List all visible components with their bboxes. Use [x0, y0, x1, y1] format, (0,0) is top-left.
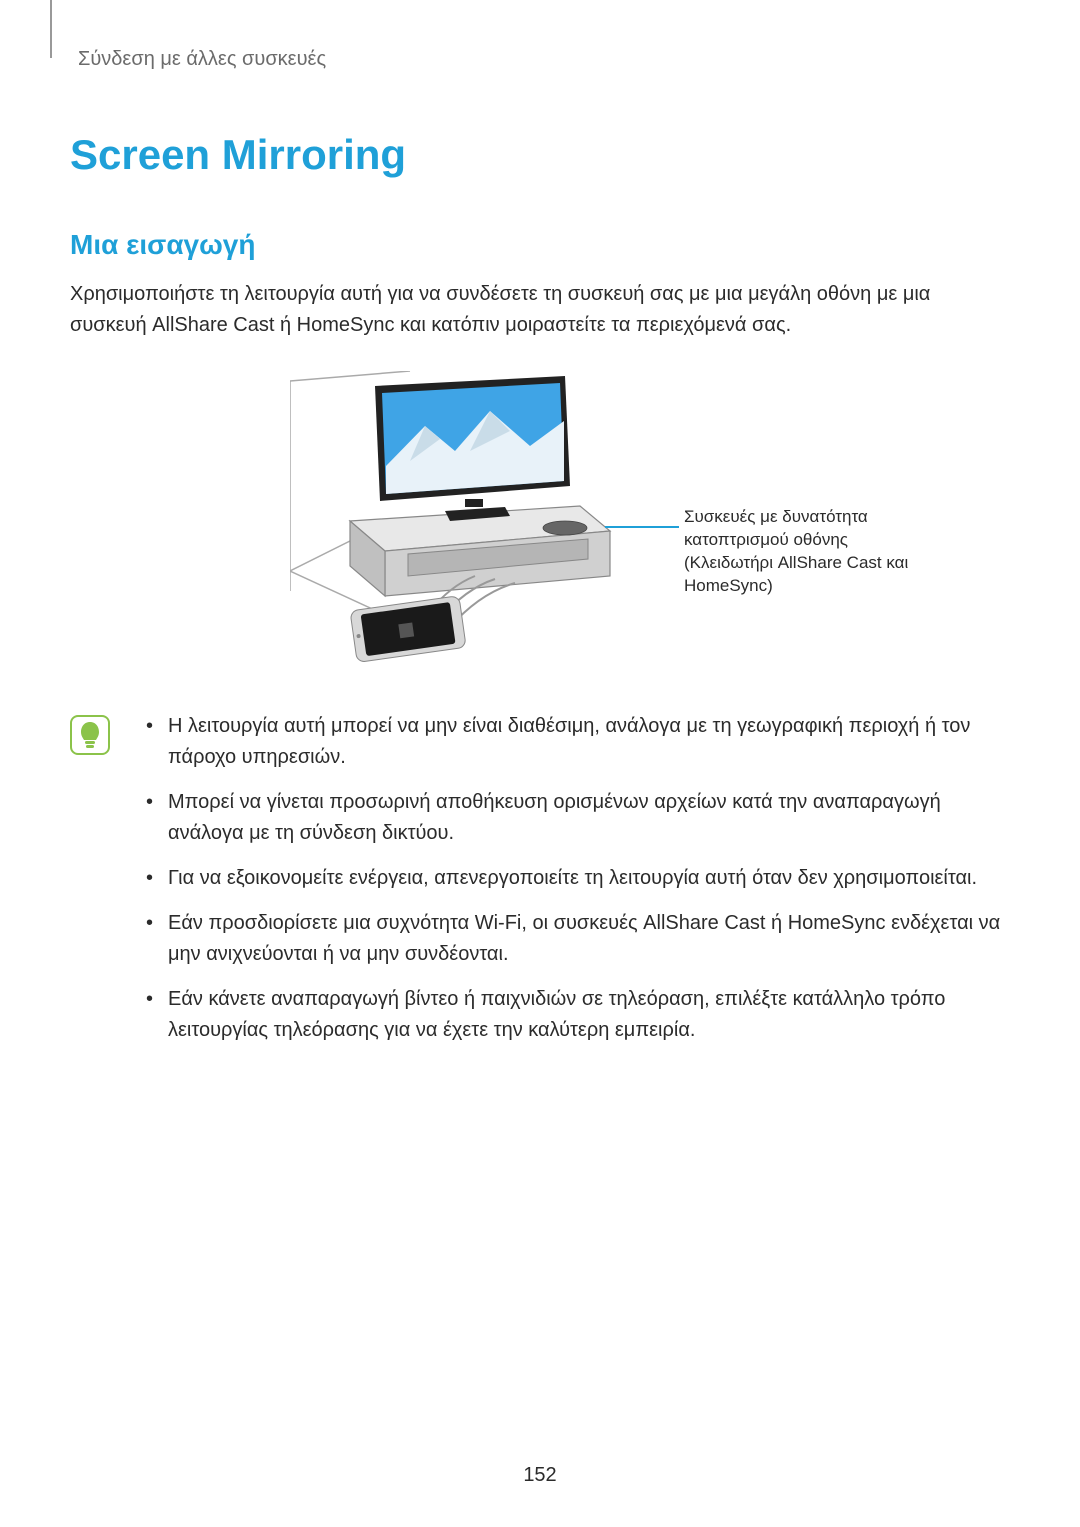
tv-stand	[350, 506, 610, 596]
tv	[375, 376, 570, 521]
page-container: Σύνδεση με άλλες συσκευές Screen Mirrori…	[0, 0, 1080, 1527]
note-item: Μπορεί να γίνεται προσωρινή αποθήκευση ο…	[140, 787, 1010, 849]
callout-line	[605, 526, 679, 528]
section-heading: Μια εισαγωγή	[70, 229, 1010, 261]
note-block: Η λειτουργία αυτή μπορεί να μην είναι δι…	[70, 711, 1010, 1060]
note-list: Η λειτουργία αυτή μπορεί να μην είναι δι…	[140, 711, 1010, 1060]
page-title: Screen Mirroring	[70, 131, 1010, 179]
diagram: Συσκευές με δυνατότητα κατοπτρισμού οθόν…	[70, 371, 1010, 671]
note-item: Εάν κάνετε αναπαραγωγή βίντεο ή παιχνιδι…	[140, 984, 1010, 1046]
mirroring-diagram-svg	[290, 371, 630, 671]
note-item: Για να εξοικονομείτε ενέργεια, απενεργοπ…	[140, 863, 1010, 894]
breadcrumb: Σύνδεση με άλλες συσκευές	[78, 48, 1010, 71]
note-icon	[70, 715, 110, 1060]
intro-paragraph: Χρησιμοποιήστε τη λειτουργία αυτή για να…	[70, 279, 1010, 341]
dongle	[543, 521, 587, 535]
note-item: Εάν προσδιορίσετε μια συχνότητα Wi-Fi, ο…	[140, 908, 1010, 970]
phone	[350, 596, 466, 663]
page-number: 152	[0, 1464, 1080, 1487]
note-item: Η λειτουργία αυτή μπορεί να μην είναι δι…	[140, 711, 1010, 773]
header-divider	[50, 0, 52, 58]
callout-text: Συσκευές με δυνατότητα κατοπτρισμού οθόν…	[684, 506, 914, 598]
